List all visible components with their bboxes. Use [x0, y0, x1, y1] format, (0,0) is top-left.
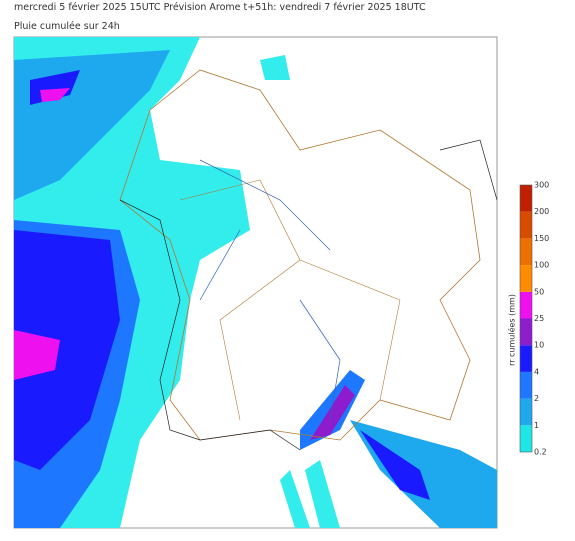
map [13, 36, 498, 529]
colorbar-tick-label: 4 [534, 367, 539, 376]
colorbar-segment [520, 211, 532, 239]
rain-moderate [350, 420, 497, 528]
colorbar-tick-label: 200 [534, 207, 549, 216]
colorbar-tick-label: 1 [534, 421, 539, 430]
rivers [199, 159, 341, 421]
colorbar-segment [520, 318, 532, 346]
colorbar-segment [520, 398, 532, 426]
rain-heavy [360, 430, 430, 500]
rain-moderate [14, 50, 170, 200]
rain-moderate [14, 220, 140, 528]
colorbar-tick-label: 50 [534, 287, 544, 296]
colorbar-tick-label: 25 [534, 314, 544, 323]
rain-heavy [14, 230, 120, 470]
rain-intense [14, 330, 60, 380]
rain-light [260, 55, 290, 80]
rain-light [280, 460, 340, 528]
colorbar-segment [520, 238, 532, 266]
colorbar-segment [520, 371, 532, 399]
colorbar-label: rr cumulées (mm) [507, 294, 517, 366]
colorbar-segment [520, 265, 532, 292]
borders [119, 69, 481, 441]
colorbar-segment [520, 425, 532, 452]
map-frame [13, 36, 498, 529]
subtitle: Pluie cumulée sur 24h [14, 21, 120, 32]
rain-heavy [310, 385, 355, 440]
colorbar-tick-label: 100 [534, 261, 549, 270]
colorbar-frame [519, 184, 533, 453]
colorbar-tick-label: 300 [534, 181, 549, 190]
colorbar-segment [520, 345, 532, 372]
colorbar-tick-label: 150 [534, 234, 549, 243]
colorbar-segment [520, 185, 532, 212]
coastline [119, 139, 498, 451]
rain-intense [40, 88, 70, 102]
rain-moderate [300, 370, 365, 450]
colorbar-tick-label: 10 [534, 341, 544, 350]
colorbar-segment [520, 291, 532, 319]
rain-light [14, 37, 250, 528]
colorbar-tick-label: 2 [534, 394, 539, 403]
rain-heavy [30, 70, 80, 105]
regions [179, 179, 401, 421]
title: mercredi 5 février 2025 15UTC Prévision … [14, 2, 426, 13]
colorbar-tick-label: 0.2 [534, 448, 547, 457]
